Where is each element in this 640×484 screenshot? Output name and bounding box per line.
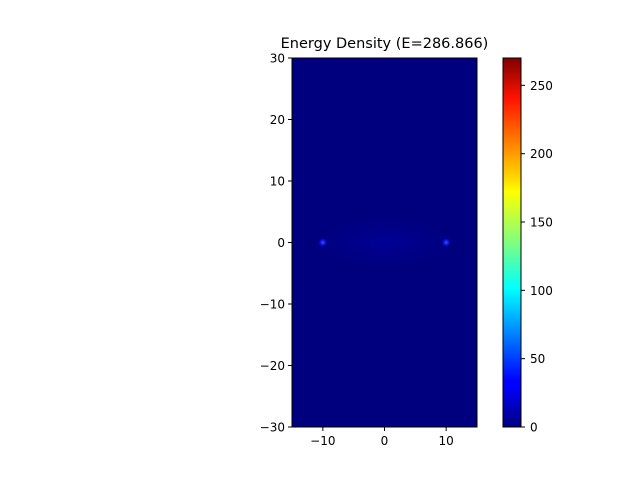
colorbar-tick-label: 150 xyxy=(530,216,553,230)
colorbar-tick-label: 100 xyxy=(530,284,553,298)
x-tick-label: −10 xyxy=(310,434,335,448)
hotspot-1 xyxy=(317,237,328,248)
plot-area: −10 0 10 −30 −20 −10 0 10 20 30 xyxy=(260,52,478,448)
x-tick-label: 10 xyxy=(439,434,454,448)
colorbar: 0 50 100 150 200 250 xyxy=(502,57,553,435)
colorbar-tick-label: 200 xyxy=(530,147,553,161)
x-axis: −10 0 10 xyxy=(310,427,454,448)
y-tick-label: −20 xyxy=(260,359,285,373)
y-tick-label: −10 xyxy=(260,298,285,312)
colorbar-ticks: 0 50 100 150 200 250 xyxy=(521,79,553,435)
faint-band xyxy=(316,218,453,267)
colorbar-tick-label: 50 xyxy=(530,352,545,366)
y-tick-label: 0 xyxy=(277,236,285,250)
chart-title: Energy Density (E=286.866) xyxy=(281,36,489,52)
heatmap-overlays xyxy=(316,218,453,267)
y-tick-label: 30 xyxy=(270,52,285,66)
y-tick-label: 10 xyxy=(270,175,285,189)
hotspot-2 xyxy=(441,237,452,248)
y-tick-label: 20 xyxy=(270,113,285,127)
colorbar-gradient xyxy=(503,58,521,427)
y-axis: −30 −20 −10 0 10 20 30 xyxy=(260,52,292,435)
colorbar-tick-label: 250 xyxy=(530,79,553,93)
colorbar-tick-label: 0 xyxy=(530,421,538,435)
x-tick-label: 0 xyxy=(381,434,389,448)
colorbar-frame xyxy=(502,57,522,428)
y-tick-label: −30 xyxy=(260,421,285,435)
